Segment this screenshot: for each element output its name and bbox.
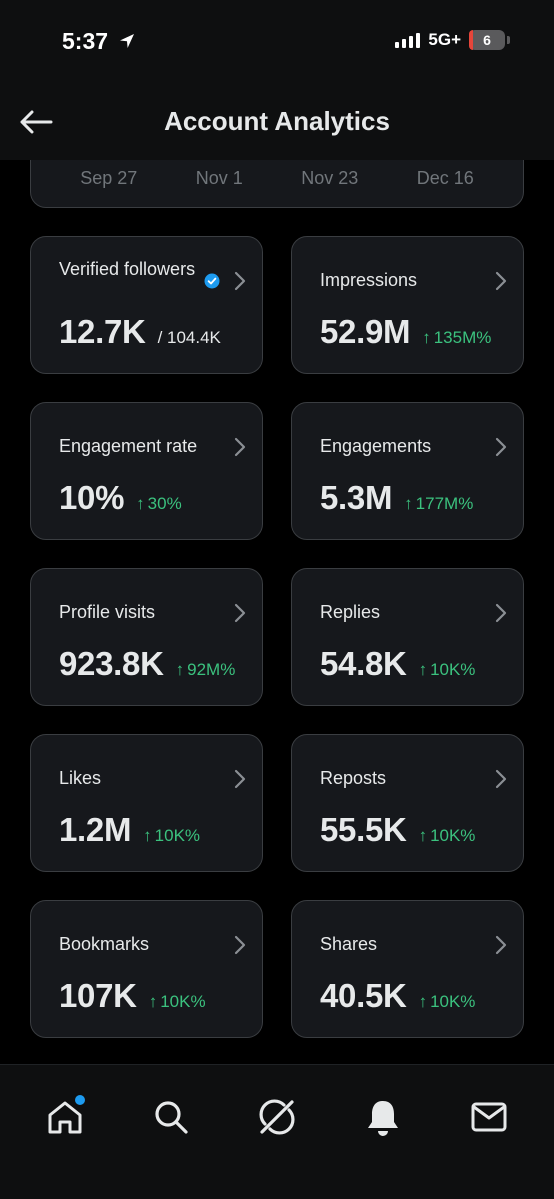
date-label: Nov 1	[195, 168, 243, 188]
metric-label: Impressions	[320, 270, 418, 290]
notification-dot	[75, 1095, 85, 1105]
date-label: Dec 16	[416, 168, 474, 188]
location-arrow-icon	[118, 29, 136, 56]
metric-card-impressions[interactable]: Impressions 52.9M ↑ 135M%	[291, 236, 524, 374]
date-axis: Sep 27 Nov 1 Nov 23 Dec 16	[31, 168, 523, 189]
metrics-grid: Verified followers 12.7K / 104.4K Impres…	[30, 236, 524, 1038]
metric-delta: ↑ 10K%	[148, 992, 206, 1011]
metric-label: Likes	[59, 768, 102, 788]
metric-value: 5.3M	[320, 479, 393, 516]
page-title: Account Analytics	[164, 106, 390, 136]
metric-delta: ↑ 10K%	[418, 992, 476, 1011]
metric-card-bookmarks[interactable]: Bookmarks 107K ↑ 10K%	[30, 900, 263, 1038]
metric-value: 12.7K	[59, 313, 146, 350]
metric-delta: ↑ 135M%	[422, 328, 492, 347]
metric-label: Profile visits	[59, 602, 156, 622]
metric-label: Replies	[320, 602, 381, 622]
date-label: Nov 23	[301, 168, 359, 188]
nav-messages[interactable]	[461, 1089, 517, 1145]
battery-percent: 6	[483, 32, 491, 48]
metric-value: 55.5K	[320, 811, 407, 848]
chevron-right-icon	[234, 603, 246, 628]
chevron-right-icon	[234, 769, 246, 794]
metric-delta: ↑ 30%	[136, 494, 182, 513]
verified-badge-icon	[204, 273, 220, 294]
metric-card-replies[interactable]: Replies 54.8K ↑ 10K%	[291, 568, 524, 706]
metric-card-profile-visits[interactable]: Profile visits 923.8K ↑ 92M%	[30, 568, 263, 706]
up-arrow-icon: ↑	[418, 660, 428, 679]
up-arrow-icon: ↑	[418, 826, 428, 845]
chevron-right-icon	[495, 935, 507, 960]
metric-card-reposts[interactable]: Reposts 55.5K ↑ 10K%	[291, 734, 524, 872]
nav-home[interactable]	[37, 1089, 93, 1145]
nav-grok[interactable]	[249, 1089, 305, 1145]
metric-value: 10%	[59, 479, 125, 516]
chevron-right-icon	[495, 271, 507, 296]
chevron-right-icon	[234, 271, 246, 296]
nav-search[interactable]	[143, 1089, 199, 1145]
metric-value: 107K	[59, 977, 137, 1014]
grok-icon	[259, 1099, 295, 1135]
up-arrow-icon: ↑	[148, 992, 158, 1011]
metric-label: Bookmarks	[59, 934, 150, 954]
metric-label: Shares	[320, 934, 378, 954]
mail-icon	[471, 1102, 507, 1132]
up-arrow-icon: ↑	[136, 494, 145, 513]
metric-card-engagement-rate[interactable]: Engagement rate 10% ↑ 30%	[30, 402, 263, 540]
chevron-right-icon	[234, 437, 246, 462]
metric-label: Reposts	[320, 768, 387, 788]
bottom-nav	[0, 1064, 554, 1199]
back-arrow-icon	[20, 110, 53, 134]
metric-label: Engagements	[320, 436, 432, 456]
network-type: 5G+	[428, 30, 461, 49]
metric-delta: ↑ 92M%	[175, 660, 236, 679]
metric-card-likes[interactable]: Likes 1.2M ↑ 10K%	[30, 734, 263, 872]
chevron-right-icon	[495, 769, 507, 794]
bell-icon	[368, 1101, 398, 1136]
metric-card-engagements[interactable]: Engagements 5.3M ↑ 177M%	[291, 402, 524, 540]
metric-value: 52.9M	[320, 313, 411, 350]
up-arrow-icon: ↑	[404, 494, 413, 513]
metric-card-verified-followers[interactable]: Verified followers 12.7K / 104.4K	[30, 236, 263, 374]
chevron-right-icon	[234, 935, 246, 960]
up-arrow-icon: ↑	[422, 328, 431, 347]
search-icon	[155, 1101, 188, 1134]
metric-value: 1.2M	[59, 811, 132, 848]
chevron-right-icon	[495, 437, 507, 462]
battery-icon: 6	[469, 30, 505, 50]
up-arrow-icon: ↑	[418, 992, 428, 1011]
metric-card-shares[interactable]: Shares 40.5K ↑ 10K%	[291, 900, 524, 1038]
status-time: 5:37	[62, 28, 109, 54]
status-bar: 5:37 5G+ 6	[0, 0, 554, 80]
date-label: Sep 27	[80, 168, 138, 188]
battery-level	[469, 30, 474, 50]
metric-value: 54.8K	[320, 645, 407, 682]
metric-delta: ↑ 10K%	[143, 826, 201, 845]
nav-notifications[interactable]	[355, 1089, 411, 1145]
metric-total: / 104.4K	[157, 328, 221, 347]
top-bar: Account Analytics	[0, 80, 554, 160]
metric-delta: ↑ 177M%	[404, 494, 474, 513]
metric-value: 923.8K	[59, 645, 164, 682]
home-icon	[48, 1101, 82, 1134]
metric-label: Engagement rate	[59, 436, 198, 456]
metric-delta: ↑ 10K%	[418, 826, 476, 845]
chevron-right-icon	[495, 603, 507, 628]
up-arrow-icon: ↑	[175, 660, 185, 679]
metric-label: Verified followers	[59, 259, 196, 279]
cellular-signal-icon	[395, 32, 421, 48]
up-arrow-icon: ↑	[143, 826, 152, 845]
back-button[interactable]	[18, 104, 54, 140]
metric-delta: ↑ 10K%	[418, 660, 476, 679]
metric-value: 40.5K	[320, 977, 407, 1014]
